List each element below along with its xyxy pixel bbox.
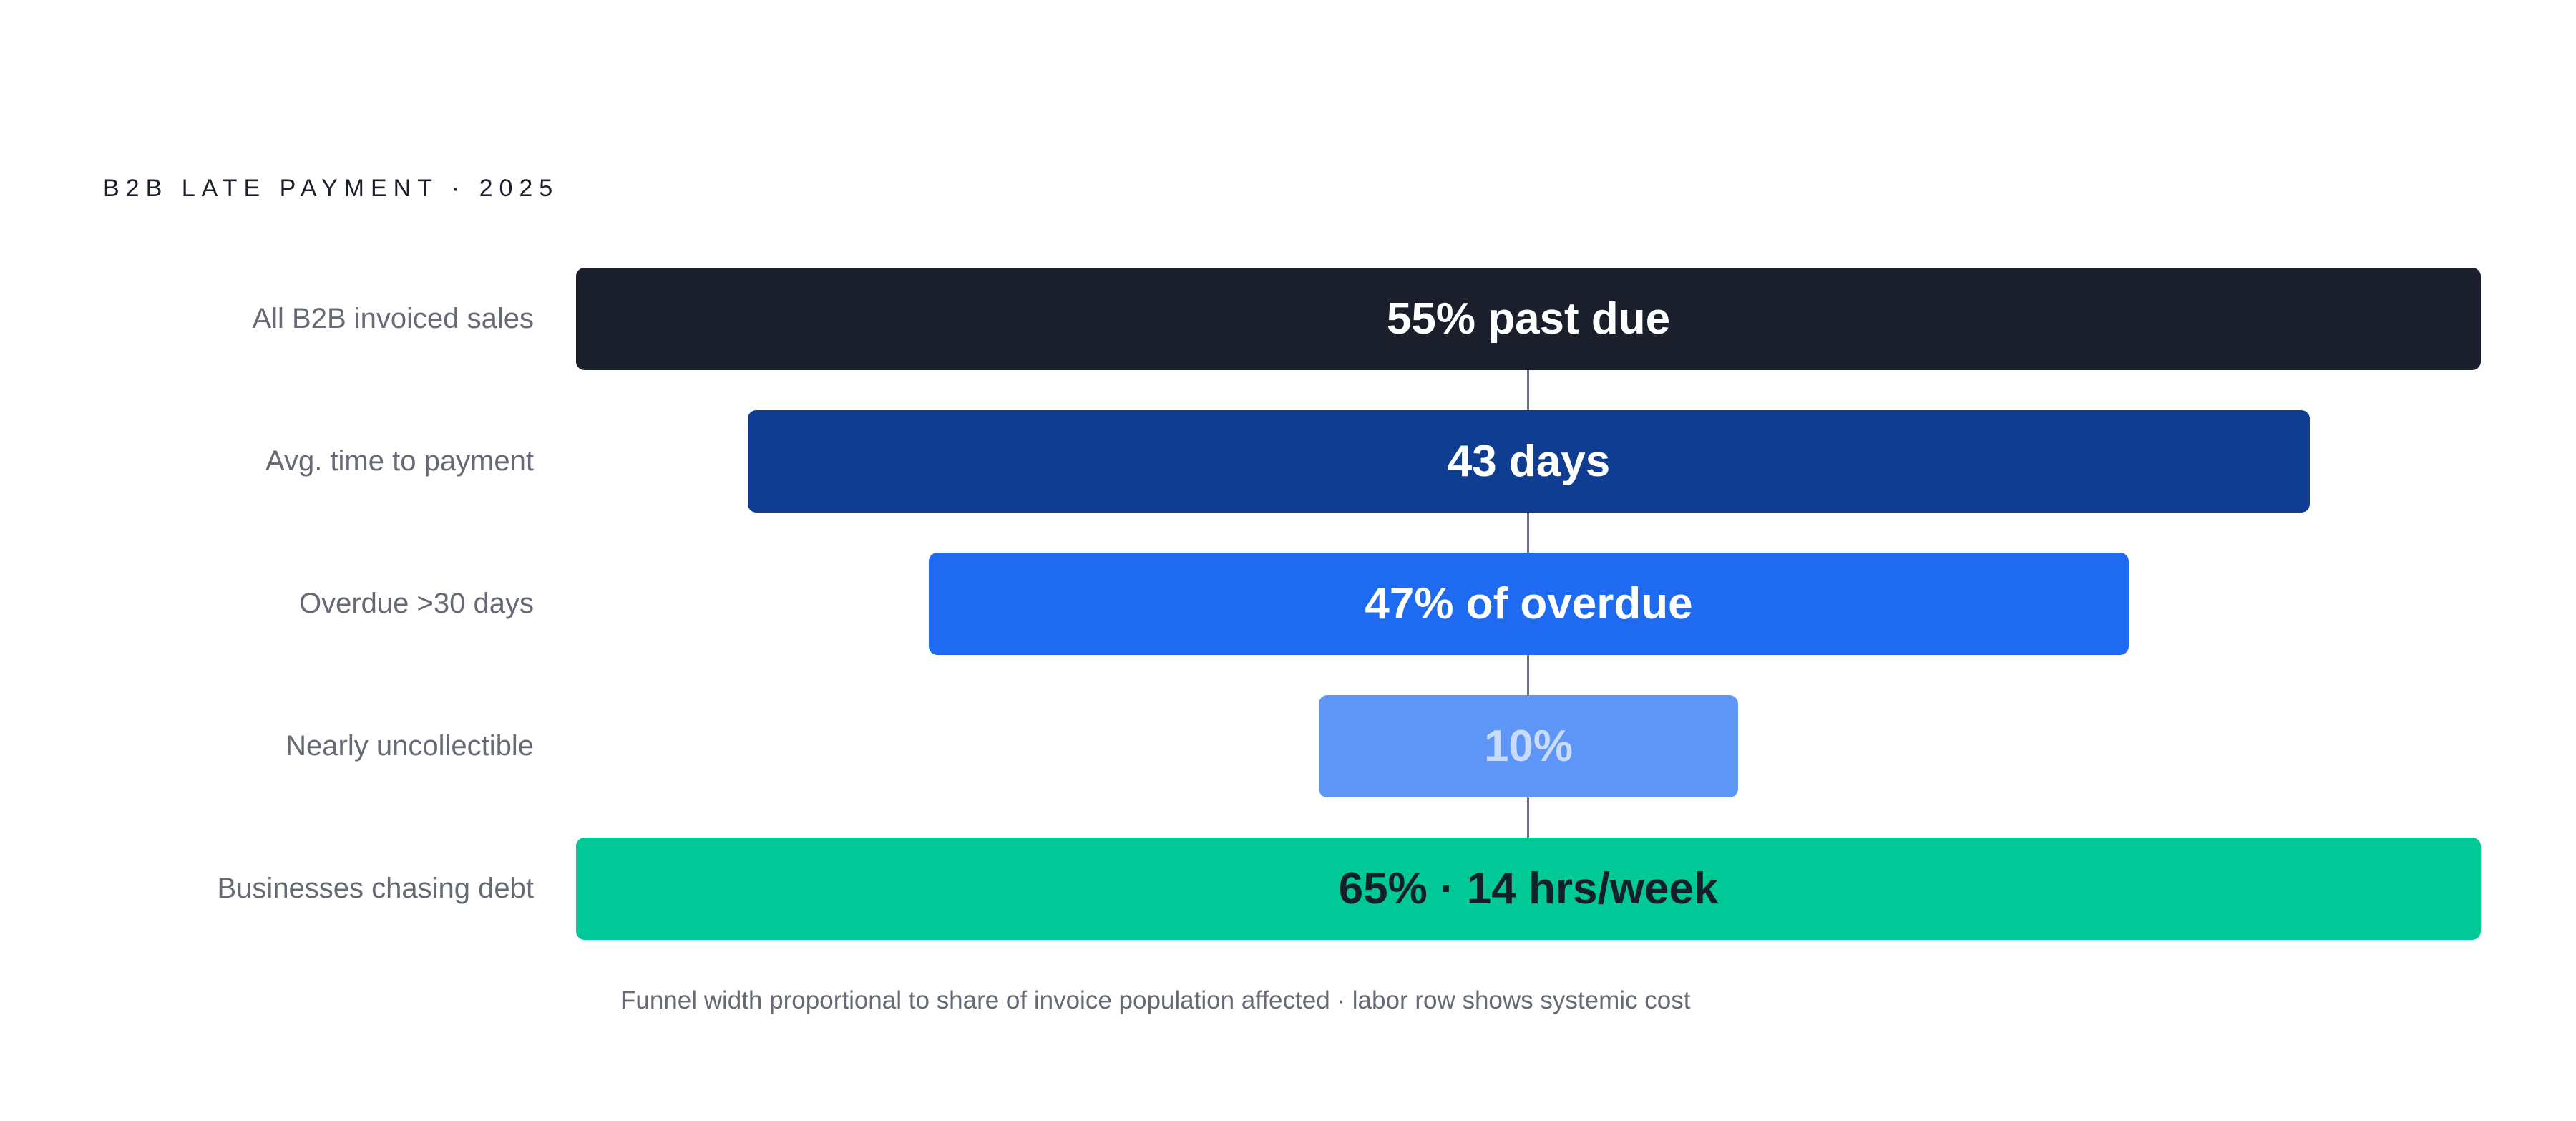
row-label: Overdue >30 days — [299, 588, 534, 619]
row-label: Businesses chasing debt — [217, 873, 535, 904]
bar-value-label: 47% of overdue — [1365, 579, 1693, 629]
row-label: Avg. time to payment — [265, 445, 534, 477]
funnel-bar: 10% — [1319, 695, 1738, 797]
funnel-bar: 65% · 14 hrs/week — [576, 838, 2481, 940]
funnel-bar: 55% past due — [576, 268, 2481, 370]
chart-title: B2B LATE PAYMENT · 2025 — [103, 175, 560, 202]
row-label: All B2B invoiced sales — [252, 303, 534, 334]
bar-value-label: 65% · 14 hrs/week — [1338, 864, 1719, 913]
bar-value-label: 55% past due — [1386, 294, 1671, 344]
funnel-bar: 47% of overdue — [929, 553, 2129, 655]
chart-footnote: Funnel width proportional to share of in… — [620, 986, 1691, 1014]
row-label: Nearly uncollectible — [286, 730, 534, 762]
bar-value-label: 10% — [1483, 722, 1574, 771]
funnel-bar: 43 days — [748, 410, 2310, 513]
bar-value-label: 43 days — [1447, 437, 1611, 486]
